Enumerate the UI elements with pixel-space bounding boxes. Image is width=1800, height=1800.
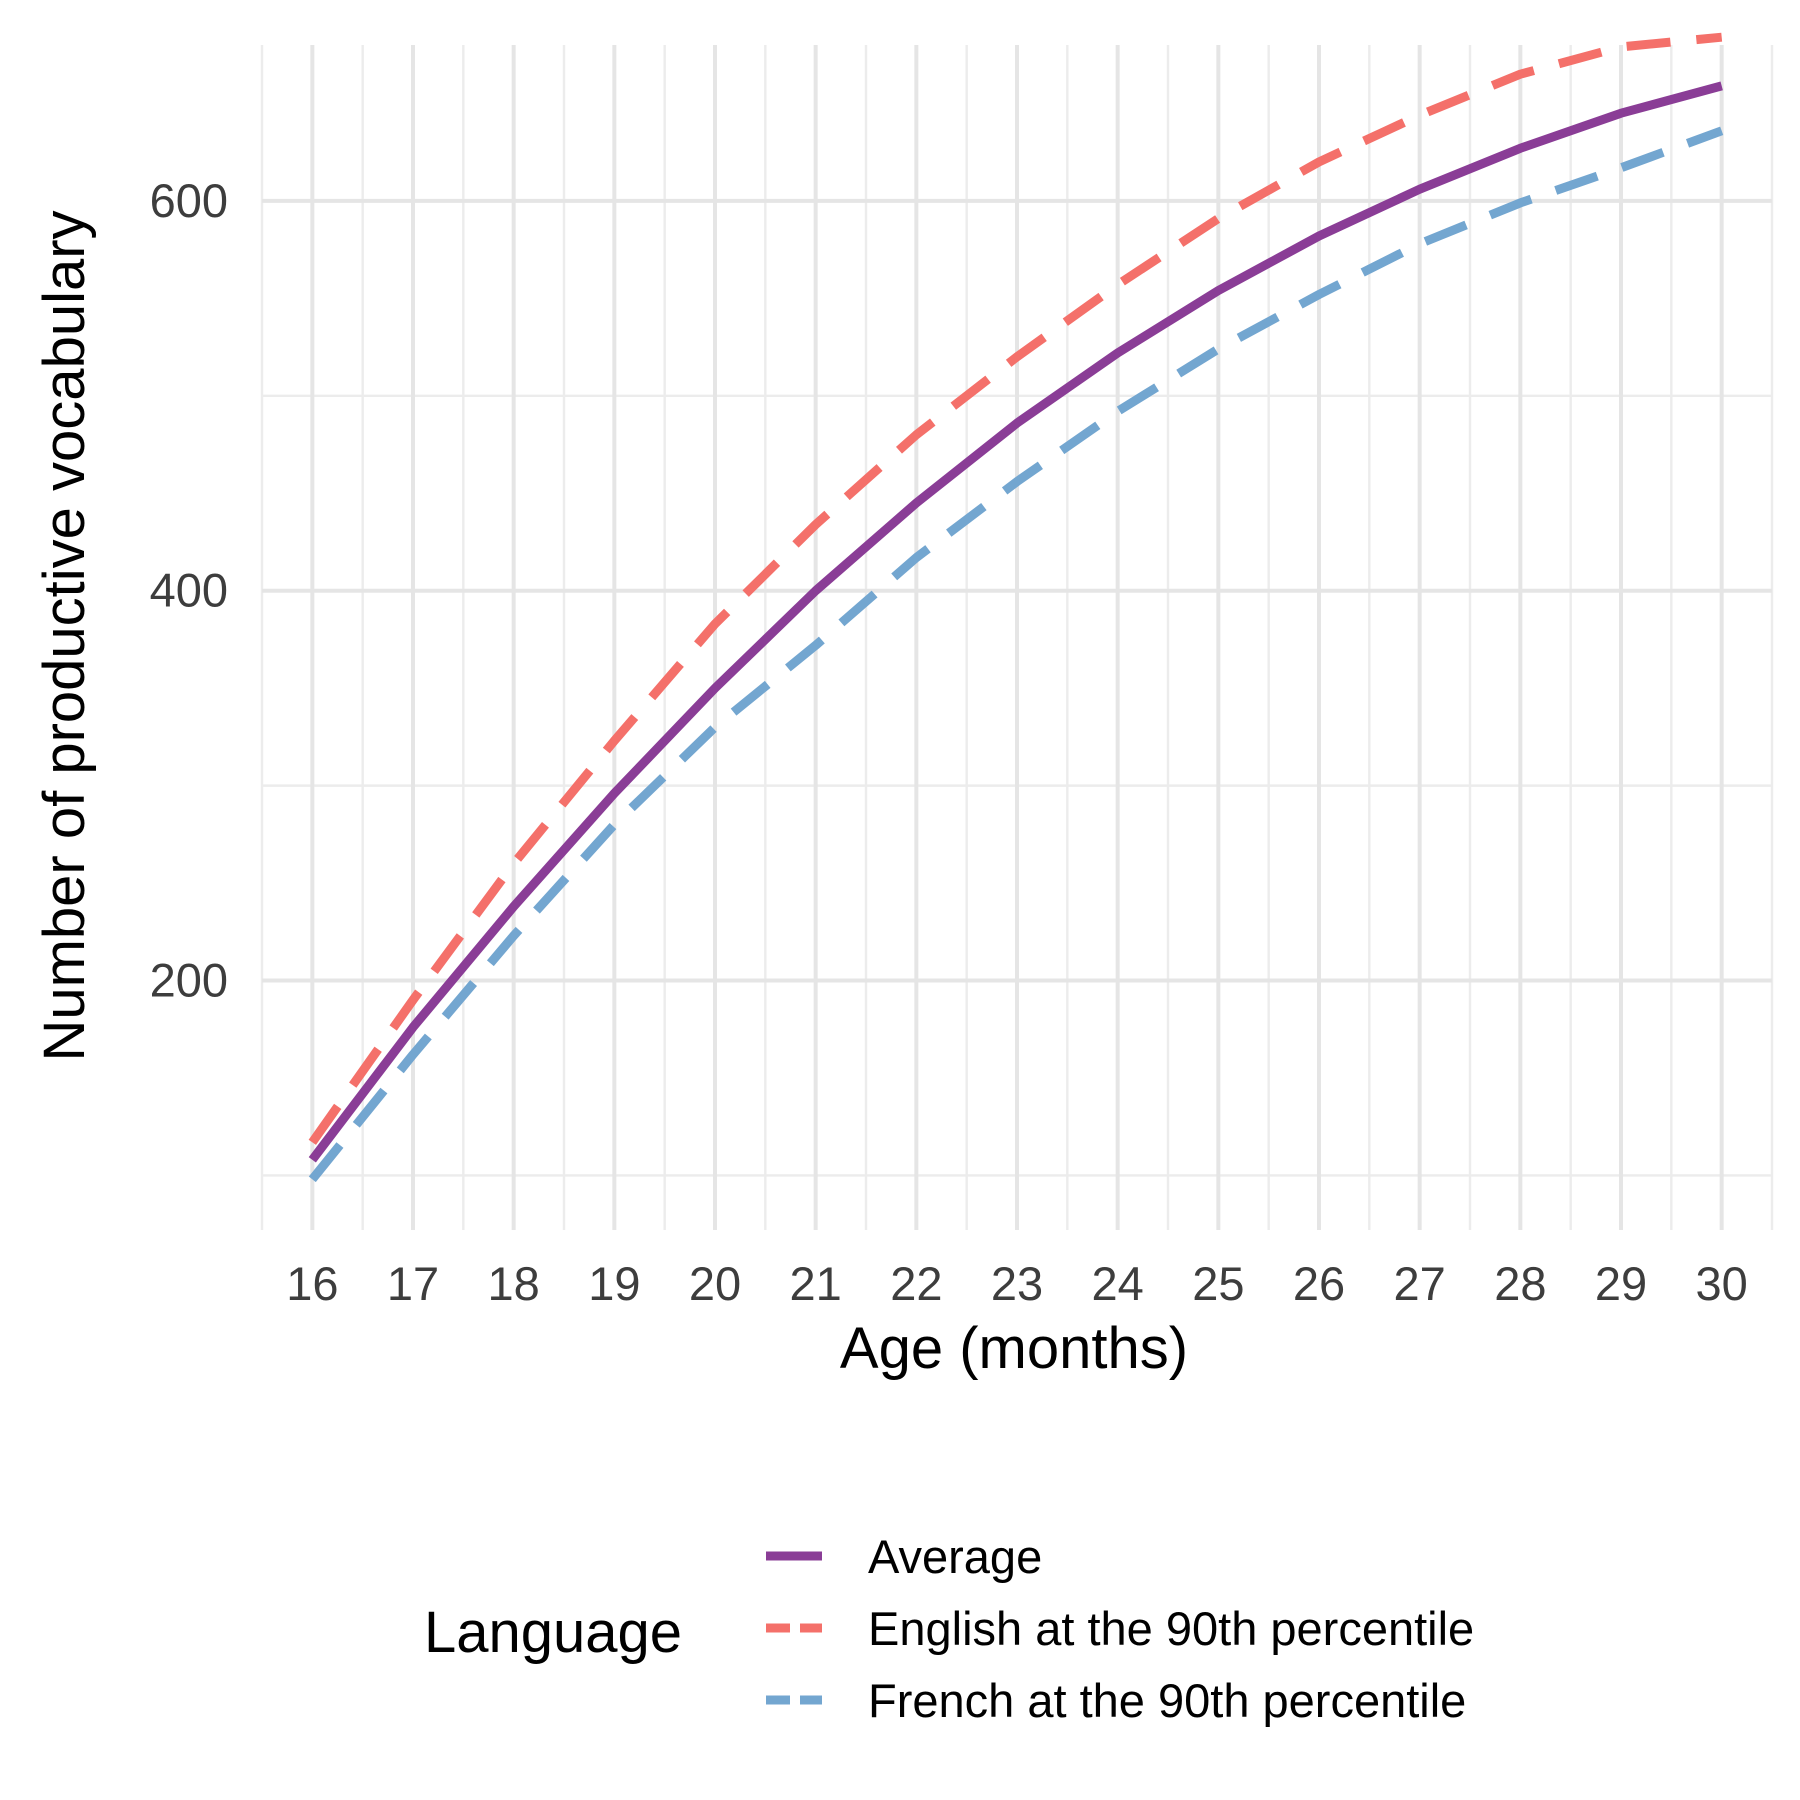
x-tick-label: 18 [488,1257,540,1310]
legend-label: French at the 90th percentile [868,1674,1466,1727]
grid [260,45,1774,1230]
series-line-3 [308,126,1724,1183]
x-tick-label: 30 [1696,1257,1748,1310]
x-tick-label: 25 [1192,1257,1244,1310]
x-axis-title: Age (months) [840,1316,1188,1381]
x-tick-label: 17 [387,1257,439,1310]
x-tick-label: 23 [991,1257,1043,1310]
legend-items: Average English at the 90th percentile Fre… [766,1530,1474,1727]
legend-label: Average [868,1530,1042,1583]
series-lines [308,32,1724,1183]
legend-title: Language [424,1600,682,1665]
series-line-1 [308,81,1723,1163]
x-tick-label: 16 [286,1257,338,1310]
x-tick-label: 24 [1092,1257,1144,1310]
legend-item: English at the 90th percentile [766,1602,1474,1655]
x-tick-label: 19 [588,1257,640,1310]
legend: Language Average English at the 90th perc… [424,1530,1474,1727]
legend-item: Average [766,1530,1042,1583]
y-tick-label: 600 [150,174,228,227]
x-tick-label: 28 [1494,1257,1546,1310]
y-axis-ticks: 200 400 600 [150,174,228,1007]
x-tick-label: 29 [1595,1257,1647,1310]
y-axis-title: Number of productive vocabulary [32,210,97,1061]
x-tick-label: 27 [1394,1257,1446,1310]
y-tick-label: 200 [150,954,228,1007]
legend-item: French at the 90th percentile [766,1674,1466,1727]
y-tick-label: 400 [150,564,228,617]
x-axis-ticks: 16 17 18 19 20 21 22 23 24 25 26 27 28 29 30 [286,1257,1748,1310]
x-tick-label: 20 [689,1257,741,1310]
x-tick-label: 21 [790,1257,842,1310]
x-tick-label: 22 [890,1257,942,1310]
legend-label: English at the 90th percentile [868,1602,1474,1655]
x-tick-label: 26 [1293,1257,1345,1310]
series-line-2 [308,32,1723,1145]
